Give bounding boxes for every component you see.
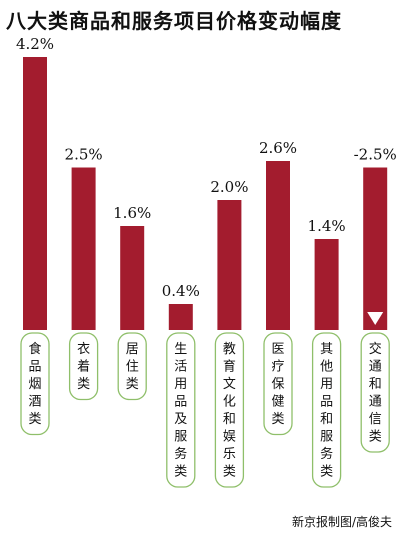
category-box-6	[263, 332, 293, 436]
category-box-7	[311, 332, 342, 488]
category-box-1	[20, 332, 50, 436]
bar-1	[23, 57, 47, 330]
bar-5	[217, 200, 242, 330]
bar-4	[168, 304, 193, 330]
category-label-1: 食品烟酒类	[28, 341, 41, 427]
category-label-5: 教育文化和娱乐类	[223, 341, 236, 480]
category-label-2: 衣着类	[77, 341, 90, 392]
category-box-2	[68, 332, 99, 401]
category-box-5	[214, 332, 245, 488]
value-label-7: 1.4%	[308, 217, 346, 235]
category-box-8	[360, 332, 390, 453]
bar-2	[71, 167, 96, 330]
category-label-7: 其他用品和服务类	[320, 342, 333, 480]
category-label-6: 医疗保健类	[271, 342, 284, 427]
category-label-4: 生活用品及服务类	[174, 342, 187, 480]
category-box-4	[166, 332, 196, 488]
value-label-4: 0.4%	[162, 282, 200, 300]
category-label-8: 交通和通信类	[369, 341, 382, 445]
credit-label: 新京报制图/高俊夫	[291, 515, 392, 529]
bar-6	[266, 161, 290, 330]
value-label-8: -2.5%	[354, 146, 397, 164]
value-label-3: 1.6%	[113, 204, 151, 222]
category-label-3: 居住类	[126, 342, 139, 392]
category-box-3	[117, 332, 147, 401]
chart-title: 八大类商品和服务项目价格变动幅度	[6, 9, 342, 33]
value-label-6: 2.6%	[259, 139, 297, 157]
negative-marker-8	[367, 312, 384, 325]
bar-3	[120, 226, 145, 330]
bar-7	[314, 239, 339, 330]
bar-8	[363, 167, 388, 330]
value-label-1: 4.2%	[16, 35, 54, 53]
value-label-5: 2.0%	[210, 178, 248, 196]
value-label-2: 2.5%	[65, 146, 103, 164]
